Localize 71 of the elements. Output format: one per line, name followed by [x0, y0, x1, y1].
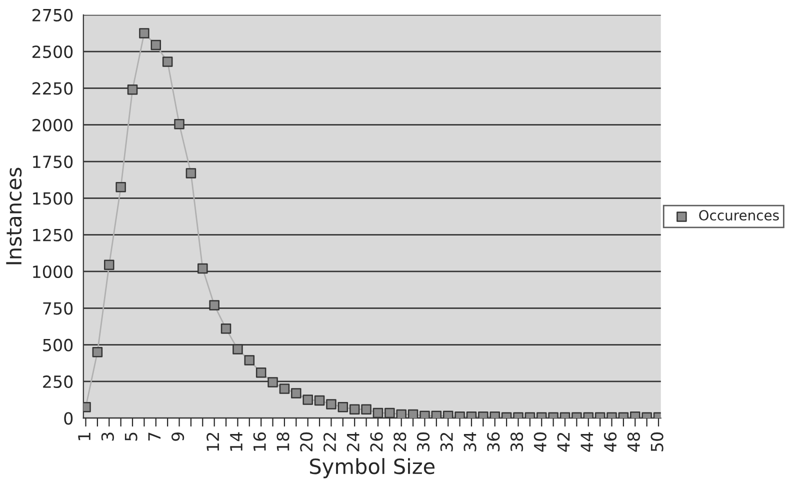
y-tick-label: 2500 [32, 46, 73, 58]
x-tick-label: 30 [416, 432, 430, 452]
y-tick-label: 2750 [32, 8, 73, 22]
point [314, 395, 325, 406]
point [92, 347, 103, 358]
x-tick-label: 12 [206, 432, 219, 451]
y-tick-label: 1250 [33, 228, 73, 242]
y-tick-label: 1750 [33, 155, 73, 168]
x-tick-label: 5 [124, 432, 138, 441]
point [408, 409, 418, 418]
x-tick-label: 28 [394, 432, 406, 452]
point [384, 408, 395, 418]
x-tick-label: 3 [101, 432, 114, 441]
point [127, 84, 138, 95]
x-tick-label: 20 [300, 432, 313, 452]
point [139, 28, 150, 38]
x-tick-label: 7 [148, 432, 160, 441]
x-tick-label: 9 [171, 432, 184, 441]
y-tick-label: 2000 [32, 118, 73, 132]
x-tick-label: 26 [370, 432, 383, 452]
point [291, 388, 302, 398]
x-tick-label: 38 [510, 432, 524, 452]
point [338, 402, 348, 412]
point [372, 408, 384, 418]
point [420, 410, 430, 418]
y-axis-title: Instances [6, 168, 22, 264]
point [256, 368, 266, 378]
legend-label: Occurences [699, 210, 779, 221]
point [209, 300, 220, 310]
point [268, 377, 278, 388]
x-axis-title: Symbol Size [310, 458, 435, 478]
y-tick-label: 500 [43, 338, 73, 352]
point [116, 182, 126, 192]
x-tick-label: 14 [230, 432, 242, 451]
x-tick-label: 48 [627, 432, 640, 452]
x-tick-label: 18 [276, 432, 290, 451]
y-tick-label: 250 [43, 375, 73, 388]
point [302, 394, 313, 405]
x-tick-label: 50 [650, 432, 664, 452]
x-tick-label: 46 [604, 432, 617, 452]
point [326, 399, 336, 410]
y-tick-label: 0 [64, 412, 73, 425]
point [442, 410, 454, 418]
point [361, 404, 372, 414]
x-tick-label: 24 [346, 432, 360, 452]
x-tick-label: 22 [323, 432, 336, 452]
y-tick-label: 1500 [33, 192, 73, 205]
point [186, 168, 196, 178]
point [279, 384, 290, 394]
x-tick-label: 36 [487, 432, 500, 452]
point [162, 56, 173, 67]
point [232, 344, 243, 354]
point [198, 263, 208, 274]
point [104, 260, 114, 270]
x-tick-label: 16 [253, 432, 266, 451]
point [349, 404, 360, 414]
point [174, 119, 184, 130]
x-tick-label: 32 [440, 432, 453, 452]
point [431, 410, 442, 418]
x-tick-label: 40 [534, 432, 546, 452]
x-tick-label: 42 [557, 432, 570, 452]
point [244, 355, 255, 366]
point [396, 409, 406, 418]
x-tick-label: 44 [580, 432, 593, 452]
y-tick-label: 1000 [33, 265, 73, 278]
point [150, 40, 162, 50]
point [220, 324, 232, 334]
x-tick-label: 34 [464, 432, 476, 452]
y-tick-label: 2250 [32, 82, 73, 95]
x-tick-label: 1 [78, 432, 90, 440]
y-tick-label: 750 [43, 302, 73, 315]
